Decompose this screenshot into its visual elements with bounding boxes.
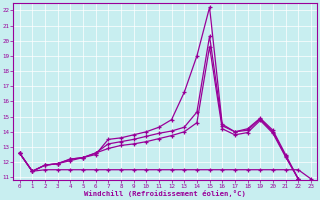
X-axis label: Windchill (Refroidissement éolien,°C): Windchill (Refroidissement éolien,°C) (84, 190, 246, 197)
